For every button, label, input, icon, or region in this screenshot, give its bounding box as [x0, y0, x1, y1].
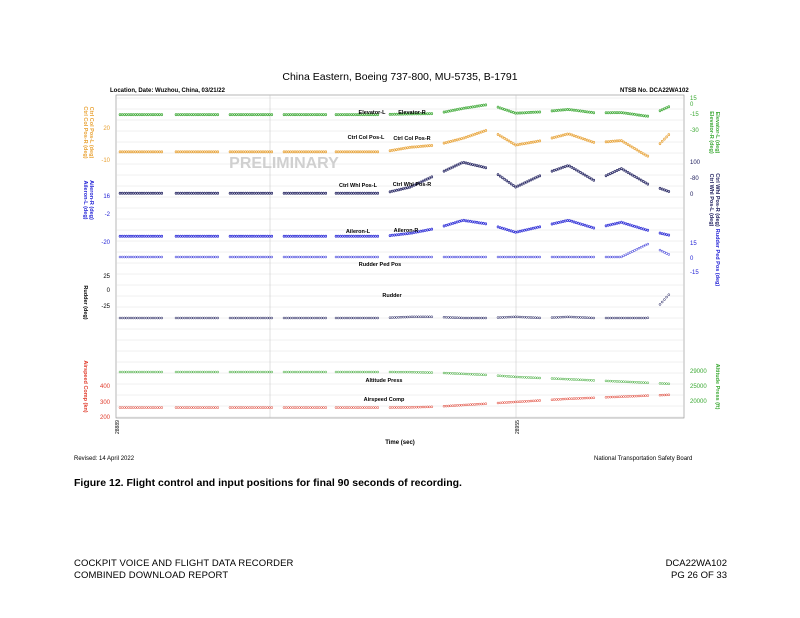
series-label-ctrl-whl-pos-l: Ctrl Whl Pos-L	[339, 183, 378, 189]
right-tick-label: 29000	[690, 369, 707, 375]
figure-caption: Figure 12. Flight control and input posi…	[74, 477, 462, 489]
footer-right-line2: PG 26 OF 33	[671, 570, 727, 581]
ntsb-number-label: NTSB No. DCA22WA102	[620, 88, 689, 94]
chart-title: China Eastern, Boeing 737-800, MU-5735, …	[282, 71, 518, 83]
right-tick-label: 25000	[690, 384, 707, 390]
left-tick-label: 20	[103, 126, 110, 132]
left-axis-label: Airspeed Comp (kn)	[82, 360, 88, 412]
series-label-ctrl-col-pos-r: Ctrl Col Pos-R	[393, 136, 430, 142]
left-tick-label: -2	[105, 212, 111, 218]
series-rudder-ped-pos	[118, 242, 671, 259]
series-label-rudder: Rudder	[382, 293, 402, 299]
left-tick-label: 16	[103, 194, 110, 200]
left-tick-label: -10	[101, 158, 110, 164]
right-tick-label: 100	[690, 160, 701, 166]
left-axis-label: Ctrl Col Pos-R (deg)	[82, 106, 88, 158]
footer-left-line2: COMBINED DOWNLOAD REPORT	[74, 570, 229, 581]
x-tick-label: 28889	[115, 420, 121, 434]
plot-frame	[115, 94, 685, 419]
footer-right-line1: DCA22WA102	[665, 558, 727, 569]
series-label-aileron-r: Aileron-R	[394, 228, 419, 234]
right-axis-label: Altitude Press (ft)	[714, 364, 720, 410]
series-elevator-r	[118, 103, 671, 118]
right-tick-label: 20000	[690, 399, 707, 405]
series-aileron-r	[118, 219, 671, 238]
series-label-aileron-l: Aileron-L	[346, 229, 371, 235]
footer-left-line1: COCKPIT VOICE AND FLIGHT DATA RECORDER	[74, 558, 294, 569]
left-axis-label: Rudder (deg)	[82, 285, 88, 319]
right-tick-label: -30	[690, 128, 699, 134]
left-tick-label: -20	[101, 240, 110, 246]
left-axis-label-2: Ctrl Col Pos-L (deg)	[88, 107, 94, 159]
right-tick-label: 15	[690, 96, 697, 102]
right-axis-label-2: Elevator-R (deg)	[708, 111, 714, 154]
series-label-altitude-press: Altitude Press	[366, 378, 403, 384]
x-tick-label: 28955	[515, 420, 521, 434]
revised-date: Revised: 14 April 2022	[74, 456, 135, 462]
right-tick-label: -80	[690, 176, 699, 182]
series-ctrl-whl-pos-r	[118, 161, 671, 195]
left-tick-label: 200	[100, 415, 111, 421]
right-tick-label: -15	[690, 112, 699, 118]
left-axis-label: Aileron-L (deg)	[82, 180, 88, 219]
right-axis-label: Elevator-L (deg)	[714, 112, 720, 154]
series-label-ctrl-col-pos-l: Ctrl Col Pos-L	[348, 135, 385, 141]
series-label-rudder-ped-pos: Rudder Ped Pos	[359, 262, 401, 268]
left-axis-label-2: Aileron-R (deg)	[88, 180, 94, 220]
series-label-elevator-r: Elevator-R	[398, 110, 426, 116]
series-label-elevator-l: Elevator-L	[359, 110, 387, 116]
right-axis-label: Rudder Ped Pos (deg)	[714, 229, 720, 287]
ntsb-board-label: National Transportation Safety Board	[594, 456, 693, 462]
right-axis-label-2: Ctrl Whl Pos-L (deg)	[708, 174, 714, 227]
series-label-airspeed-comp: Airspeed Comp	[364, 397, 405, 403]
right-tick-label: 0	[690, 192, 694, 198]
right-tick-label: 0	[690, 102, 694, 108]
footer-report-title: COCKPIT VOICE AND FLIGHT DATA RECORDER C…	[74, 558, 294, 582]
watermark: PRELIMINARY	[229, 155, 339, 172]
series-altitude-press	[118, 370, 671, 386]
left-tick-label: 400	[100, 384, 111, 390]
right-tick-label: -15	[690, 270, 699, 276]
right-tick-label: 0	[690, 256, 694, 262]
right-tick-label: 15	[690, 241, 697, 247]
right-axis-label: Ctrl Whl Pos-R (deg)	[714, 173, 720, 227]
series-rudder	[118, 293, 671, 320]
left-tick-label: 25	[103, 274, 110, 280]
footer-page-info: DCA22WA102 PG 26 OF 33	[666, 558, 727, 582]
location-date-label: Location, Date: Wuzhou, China, 03/21/22	[110, 88, 225, 94]
x-axis-label: Time (sec)	[385, 440, 415, 446]
left-tick-label: -25	[101, 304, 110, 310]
left-tick-label: 300	[100, 400, 111, 406]
series-ctrl-col-pos-r	[118, 129, 671, 158]
series-airspeed-comp	[118, 393, 671, 409]
left-tick-label: 0	[107, 288, 111, 294]
series-label-ctrl-whl-pos-r: Ctrl Whl Pos-R	[393, 182, 432, 188]
